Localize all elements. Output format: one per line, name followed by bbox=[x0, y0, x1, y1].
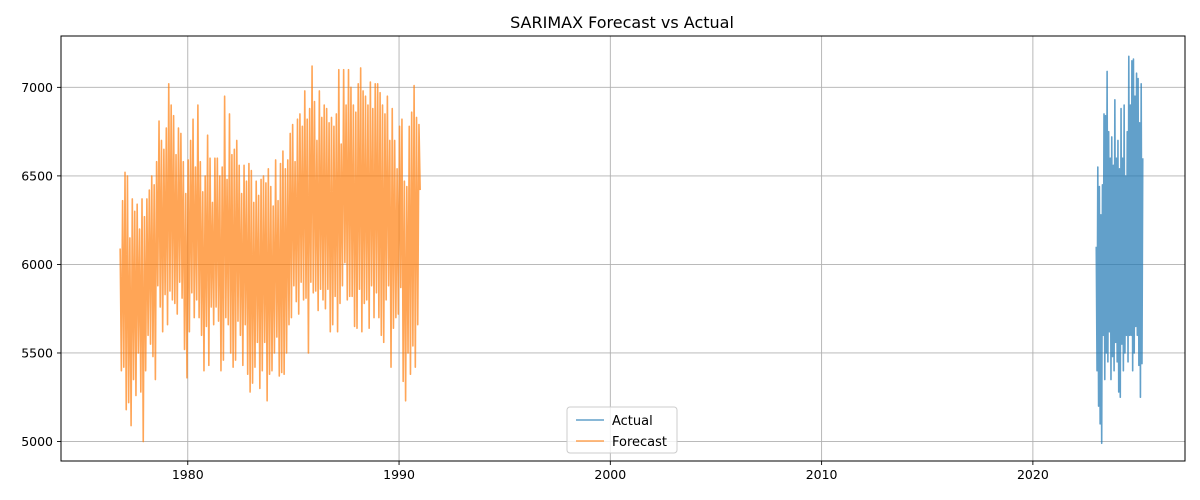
axis-ticks: 1980 1990 2000 2010 2020 5000 5500 6000 6500 7000 bbox=[21, 80, 1049, 482]
legend-label-forecast: Forecast bbox=[612, 435, 667, 450]
x-tick-label: 2000 bbox=[594, 467, 626, 482]
x-tick-label: 2020 bbox=[1017, 467, 1049, 482]
x-tick-label: 1990 bbox=[383, 467, 415, 482]
y-tick-label: 6500 bbox=[21, 168, 53, 183]
series-line-actual bbox=[1095, 55, 1144, 445]
x-tick-label: 1980 bbox=[172, 467, 204, 482]
legend: Actual Forecast bbox=[566, 406, 678, 454]
series-line-forecast bbox=[119, 65, 421, 443]
legend-label-actual: Actual bbox=[612, 414, 653, 429]
series-layer bbox=[119, 55, 1144, 445]
y-tick-label: 7000 bbox=[21, 80, 53, 95]
x-tick-label: 2010 bbox=[806, 467, 838, 482]
y-tick-label: 5000 bbox=[21, 434, 53, 449]
plot-area-frame bbox=[60, 35, 1186, 462]
chart-title: SARIMAX Forecast vs Actual bbox=[510, 13, 734, 32]
y-tick-label: 5500 bbox=[21, 345, 53, 360]
y-tick-label: 6000 bbox=[21, 257, 53, 272]
